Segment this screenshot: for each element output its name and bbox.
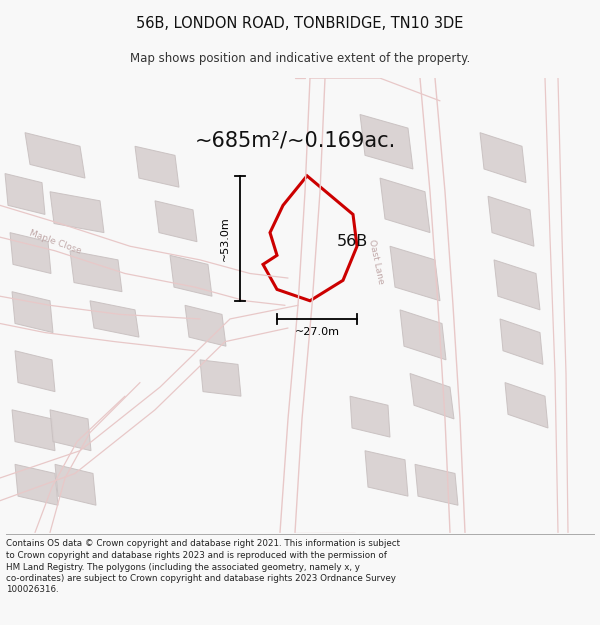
Text: co-ordinates) are subject to Crown copyright and database rights 2023 Ordnance S: co-ordinates) are subject to Crown copyr… [6,574,396,583]
Text: to Crown copyright and database rights 2023 and is reproduced with the permissio: to Crown copyright and database rights 2… [6,551,387,560]
Text: Map shows position and indicative extent of the property.: Map shows position and indicative extent… [130,52,470,65]
Text: Contains OS data © Crown copyright and database right 2021. This information is : Contains OS data © Crown copyright and d… [6,539,400,549]
Text: 56B: 56B [337,234,368,249]
Polygon shape [500,319,543,364]
Polygon shape [400,310,446,360]
Polygon shape [410,374,454,419]
Polygon shape [12,410,55,451]
Polygon shape [50,192,104,232]
Text: 100026316.: 100026316. [6,586,59,594]
Text: ~53.0m: ~53.0m [220,216,230,261]
Text: ~685m²/~0.169ac.: ~685m²/~0.169ac. [194,131,395,151]
Polygon shape [185,305,226,346]
Polygon shape [505,382,548,428]
Polygon shape [135,146,179,187]
Polygon shape [25,132,85,178]
Polygon shape [415,464,458,505]
Polygon shape [50,410,91,451]
Polygon shape [170,256,212,296]
Text: Maple Close: Maple Close [28,228,83,255]
Polygon shape [200,360,241,396]
Polygon shape [70,251,122,292]
Text: Oast Lane: Oast Lane [367,239,385,286]
Polygon shape [12,292,53,332]
Polygon shape [350,396,390,437]
Polygon shape [494,260,540,310]
Polygon shape [480,132,526,182]
Polygon shape [90,301,139,337]
Polygon shape [15,351,55,392]
Polygon shape [360,114,413,169]
Polygon shape [155,201,197,242]
Polygon shape [55,464,96,505]
Polygon shape [5,174,45,214]
Polygon shape [380,178,430,232]
Polygon shape [15,464,58,505]
Polygon shape [488,196,534,246]
Text: 56B, LONDON ROAD, TONBRIDGE, TN10 3DE: 56B, LONDON ROAD, TONBRIDGE, TN10 3DE [136,16,464,31]
Polygon shape [10,232,51,274]
Text: HM Land Registry. The polygons (including the associated geometry, namely x, y: HM Land Registry. The polygons (includin… [6,562,360,571]
Polygon shape [365,451,408,496]
Polygon shape [390,246,440,301]
Text: ~27.0m: ~27.0m [295,327,340,337]
